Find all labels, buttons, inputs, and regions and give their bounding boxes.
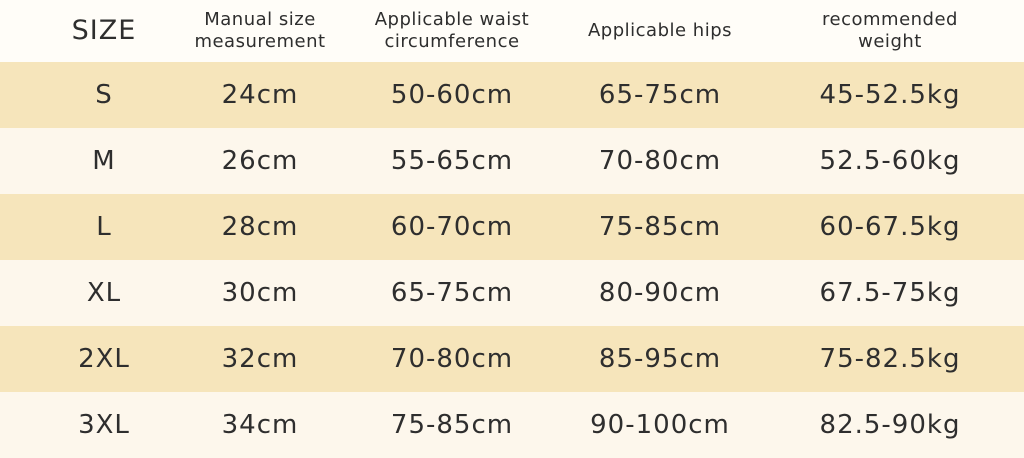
table-cell: XL	[86, 278, 122, 308]
table-cell: 82.5-90kg	[819, 410, 961, 440]
table-cell: 70-80cm	[390, 344, 514, 374]
table-cell: 60-67.5kg	[819, 212, 961, 242]
table-cell: 85-95cm	[598, 344, 722, 374]
header-text: circumference	[384, 31, 520, 52]
table-cell: 70-80cm	[598, 146, 722, 176]
table-row: 3XL 34cm 75-85cm 90-100cm 82.5-90kg	[0, 392, 1024, 458]
table-cell: 90-100cm	[590, 410, 730, 440]
table-cell: 75-85cm	[390, 410, 514, 440]
header-cell: Applicable hips	[555, 0, 765, 62]
table-cell: 67.5-75kg	[819, 278, 961, 308]
header-cell: recommended weight	[780, 0, 1000, 62]
header-cell: SIZE	[19, 0, 189, 62]
table-cell: S	[95, 80, 113, 110]
table-cell: 50-60cm	[390, 80, 514, 110]
table-cell: 60-70cm	[390, 212, 514, 242]
table-cell: 24cm	[221, 80, 299, 110]
header-text: recommended	[822, 9, 958, 30]
header-text: Applicable hips	[587, 20, 733, 41]
table-cell: 55-65cm	[390, 146, 514, 176]
table-cell: M	[92, 146, 116, 176]
table-cell: 34cm	[221, 410, 299, 440]
table-cell: 26cm	[221, 146, 299, 176]
table-cell: 65-75cm	[390, 278, 514, 308]
table-cell: 80-90cm	[598, 278, 722, 308]
header-cell: Applicable waist circumference	[347, 0, 557, 62]
table-cell: 3XL	[78, 410, 130, 440]
header-text: SIZE	[71, 15, 137, 46]
table-cell: 32cm	[221, 344, 299, 374]
table-row: 2XL 32cm 70-80cm 85-95cm 75-82.5kg	[0, 326, 1024, 392]
header-text: weight	[858, 31, 922, 52]
table-row: L 28cm 60-70cm 75-85cm 60-67.5kg	[0, 194, 1024, 260]
table-cell: 30cm	[221, 278, 299, 308]
table-cell: 2XL	[78, 344, 130, 374]
header-text: measurement	[194, 31, 326, 52]
table-row: XL 30cm 65-75cm 80-90cm 67.5-75kg	[0, 260, 1024, 326]
header-row: SIZE Manual size measurement Applicable wai…	[0, 0, 1024, 62]
table-cell: 28cm	[221, 212, 299, 242]
table-cell: 52.5-60kg	[819, 146, 961, 176]
header-cell: Manual size measurement	[175, 0, 345, 62]
table-cell: 65-75cm	[598, 80, 722, 110]
table-cell: L	[96, 212, 112, 242]
table-row: S 24cm 50-60cm 65-75cm 45-52.5kg	[0, 62, 1024, 128]
table-cell: 45-52.5kg	[819, 80, 961, 110]
header-text: Applicable waist	[374, 9, 530, 30]
table-row: M 26cm 55-65cm 70-80cm 52.5-60kg	[0, 128, 1024, 194]
table-cell: 75-85cm	[598, 212, 722, 242]
table-cell: 75-82.5kg	[819, 344, 961, 374]
header-text: Manual size	[204, 9, 316, 30]
